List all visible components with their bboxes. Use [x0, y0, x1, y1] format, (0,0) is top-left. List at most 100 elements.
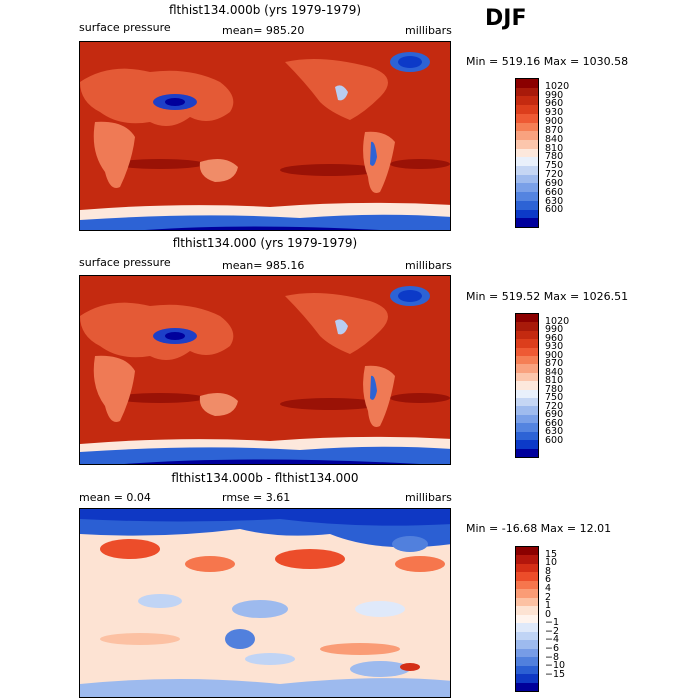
colorbar-tick-label: −8: [545, 651, 560, 663]
panel-1-title: flthist134.000b (yrs 1979-1979): [168, 3, 362, 17]
colorbar-tick-label: −6: [545, 643, 560, 655]
panel-3-map: [79, 508, 451, 698]
panel-1-map: [79, 41, 451, 231]
colorbar-tick-label: 630: [545, 195, 564, 207]
colorbar-segment: [516, 122, 538, 132]
colorbar-tick-label: 930: [545, 107, 564, 119]
colorbar-segment: [516, 547, 538, 556]
colorbar-tick-label: −1: [545, 617, 560, 629]
panel-2-map: [79, 275, 451, 465]
colorbar-segment: [516, 665, 538, 675]
panel-1-mean: mean= 985.20: [222, 24, 305, 37]
colorbar-tick-label: 720: [545, 169, 564, 181]
colorbar-segment: [516, 398, 538, 407]
colorbar-segment: [516, 105, 538, 114]
colorbar-segment: [516, 597, 538, 607]
colorbar-segment: [516, 423, 538, 432]
colorbar-tick-label: 750: [545, 160, 564, 172]
panel-2-stats: Min = 519.52 Max = 1026.51: [466, 290, 629, 303]
colorbar-segment: [516, 314, 538, 323]
colorbar-segment: [516, 657, 538, 666]
colorbar-segment: [516, 580, 538, 590]
panel-3-map-svg: [80, 509, 450, 697]
panel-2-mean: mean= 985.16: [222, 259, 305, 272]
colorbar-tick-label: 10: [545, 557, 558, 569]
colorbar-segment: [516, 139, 538, 149]
panel-3-stats: Min = -16.68 Max = 12.01: [466, 522, 612, 535]
colorbar-segment: [516, 682, 538, 691]
colorbar-segment: [516, 192, 538, 201]
colorbar-tick-label: −10: [545, 660, 566, 672]
panel-1-units: millibars: [405, 24, 452, 37]
colorbar-segment: [516, 372, 538, 382]
colorbar-tick-label: 840: [545, 366, 564, 378]
colorbar-segment: [516, 648, 538, 658]
colorbar-tick-label: 690: [545, 409, 564, 421]
colorbar-segment: [516, 131, 538, 140]
panel-3-title: flthist134.000b - flthist134.000: [171, 471, 359, 485]
colorbar-segment: [516, 631, 538, 641]
colorbar-tick-label: 780: [545, 383, 564, 395]
colorbar-tick-label: 750: [545, 392, 564, 404]
colorbar-tick-label: 600: [545, 204, 564, 216]
colorbar-tick-label: 780: [545, 151, 564, 163]
panel-2-units: millibars: [405, 259, 452, 272]
colorbar-tick-label: 960: [545, 98, 564, 110]
colorbar-segment: [516, 406, 538, 415]
colorbar-tick-label: 15: [545, 548, 558, 560]
colorbar-segment: [516, 157, 538, 167]
colorbar-segment: [516, 623, 538, 632]
colorbar-segment: [516, 218, 538, 227]
colorbar-segment: [516, 87, 538, 97]
colorbar-tick-label: −15: [545, 668, 566, 680]
colorbar-tick-label: 900: [545, 349, 564, 361]
panel-3-mean: mean = 0.04: [79, 491, 151, 504]
colorbar-tick-label: 660: [545, 186, 564, 198]
panel-3-colorbar: [515, 546, 539, 692]
colorbar-segment: [516, 440, 538, 449]
panel-1-map-svg: [80, 42, 450, 230]
colorbar-segment: [516, 606, 538, 615]
colorbar-segment: [516, 174, 538, 184]
colorbar-tick-label: 870: [545, 124, 564, 136]
colorbar-segment: [516, 640, 538, 649]
colorbar-segment: [516, 414, 538, 424]
colorbar-tick-label: 660: [545, 417, 564, 429]
colorbar-segment: [516, 113, 538, 123]
colorbar-tick-label: 1: [545, 600, 552, 612]
colorbar-tick-label: 1020: [545, 315, 570, 327]
panel-3-units: millibars: [405, 491, 452, 504]
panel-2-title: flthist134.000 (yrs 1979-1979): [172, 236, 358, 250]
colorbar-segment: [516, 347, 538, 357]
colorbar-segment: [516, 79, 538, 88]
colorbar-segment: [516, 614, 538, 624]
colorbar-segment: [516, 563, 538, 573]
panel-1-stats: Min = 519.16 Max = 1030.58: [466, 55, 629, 68]
colorbar-segment: [516, 322, 538, 331]
panel-1-colorbar: [515, 78, 539, 228]
colorbar-segment: [516, 166, 538, 175]
colorbar-tick-label: 810: [545, 375, 564, 387]
colorbar-segment: [516, 330, 538, 340]
colorbar-tick-label: 960: [545, 332, 564, 344]
colorbar-tick-label: −2: [545, 625, 560, 637]
colorbar-tick-label: 2: [545, 591, 552, 603]
colorbar-tick-label: 1020: [545, 80, 570, 92]
colorbar-tick-label: 930: [545, 341, 564, 353]
colorbar-segment: [516, 356, 538, 365]
colorbar-tick-label: 4: [545, 582, 552, 594]
colorbar-tick-label: 720: [545, 400, 564, 412]
colorbar-tick-label: 900: [545, 116, 564, 128]
colorbar-segment: [516, 364, 538, 373]
colorbar-tick-label: −4: [545, 634, 560, 646]
colorbar-segment: [516, 209, 538, 219]
colorbar-tick-label: 870: [545, 358, 564, 370]
colorbar-tick-label: 990: [545, 89, 564, 101]
panel-3-rmse: rmse = 3.61: [222, 491, 291, 504]
colorbar-segment: [516, 448, 538, 457]
colorbar-tick-label: 600: [545, 434, 564, 446]
colorbar-segment: [516, 674, 538, 683]
colorbar-segment: [516, 389, 538, 399]
panel-2-variable: surface pressure: [79, 256, 171, 269]
colorbar-tick-label: 990: [545, 324, 564, 336]
